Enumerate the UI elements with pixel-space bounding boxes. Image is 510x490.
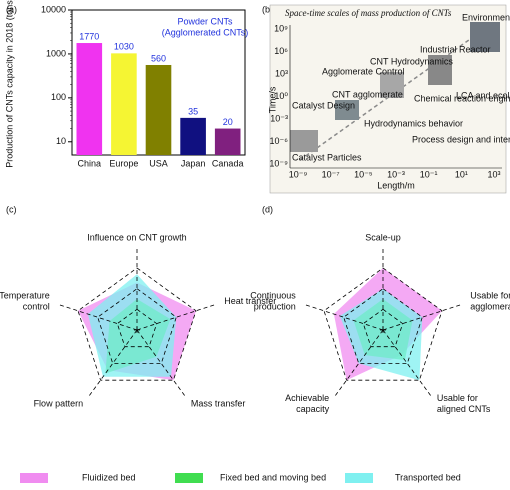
bar: [111, 53, 137, 155]
value-label: 20: [223, 117, 233, 127]
y-tick-label: 10⁰: [274, 91, 288, 101]
axis-label: Flow pattern: [34, 399, 84, 409]
x-tick-label: 10⁻³: [387, 169, 405, 179]
bar: [180, 117, 206, 155]
grid-ring: [97, 288, 177, 364]
stage-label: Chemical reaction engineering: [414, 93, 510, 103]
stage-label: CNT agglomerate: [332, 89, 403, 99]
y-tick-label: 100: [51, 92, 66, 102]
image: [470, 22, 500, 52]
y-axis-label: Production of CNTs capacity in 2018 (ton…: [4, 0, 14, 168]
y-axis-label: Time/s: [267, 86, 277, 113]
y-tick-label: 10³: [275, 68, 288, 78]
stage-label: Catalyst Design: [292, 100, 355, 110]
stage-label: Agglomerate Control: [322, 66, 405, 76]
panel-label: (b): [262, 4, 273, 14]
stage-label: Catalyst Particles: [292, 152, 362, 162]
axis-label: Influence on CNT growth: [87, 233, 186, 243]
legend-swatch: [175, 473, 203, 483]
axis-label: Heat transfer: [224, 296, 276, 306]
axis-label: control: [23, 302, 50, 312]
axis-label: Mass transfer: [191, 399, 246, 409]
annotation: (Agglomerated CNTs): [162, 27, 249, 37]
axis-label: production: [254, 302, 296, 312]
diagram-title: Space-time scales of mass production of …: [285, 8, 452, 18]
x-tick-label: Europe: [109, 158, 138, 168]
x-tick-label: USA: [149, 158, 168, 168]
image: [380, 72, 404, 98]
stage-label: Industrial Reactor: [420, 44, 491, 54]
radar-area: [87, 274, 177, 377]
x-tick-label: Canada: [212, 158, 244, 168]
x-tick-label: 10⁻⁹: [289, 169, 308, 179]
stage-label: Process design and intensification: [412, 134, 510, 144]
y-tick-label: 10000: [41, 4, 66, 14]
x-tick-label: 10⁻¹: [420, 169, 438, 179]
stage-label: LCA and ecological consideration: [456, 90, 510, 100]
legend-label: Transported bed: [395, 472, 461, 482]
axis-label: agglomerated CNTs: [470, 302, 510, 312]
trend-arrow: [299, 24, 491, 161]
x-tick-label: China: [78, 158, 102, 168]
bar: [145, 64, 172, 155]
center-mark: [380, 327, 386, 333]
x-tick-label: 10¹: [455, 169, 468, 179]
y-tick-label: 10⁻⁶: [270, 136, 289, 146]
axis-label: Usable for: [437, 393, 478, 403]
axis-label: Temperature: [0, 291, 50, 301]
axis-label: capacity: [296, 404, 330, 414]
axis-label: Continuous: [250, 291, 296, 301]
axis-label: Achievable: [285, 393, 329, 403]
y-tick-label: 10⁶: [274, 46, 288, 56]
x-tick-label: 10⁻⁷: [322, 169, 340, 179]
grid-ring: [116, 308, 158, 348]
value-label: 1770: [79, 31, 99, 41]
x-tick-label: 10⁻⁵: [354, 169, 373, 179]
center-mark: [134, 327, 140, 333]
panel-b-background: [269, 4, 507, 194]
image: [335, 100, 359, 120]
axis-label: Usable for: [470, 291, 510, 301]
stage-label: Hydrodynamics behavior: [364, 118, 463, 128]
value-label: 560: [151, 53, 166, 63]
image: [428, 55, 452, 85]
bar: [214, 128, 241, 155]
value-label: 35: [188, 106, 198, 116]
panel-label: (c): [6, 204, 17, 214]
image: [290, 130, 318, 152]
y-tick-label: 10⁻³: [270, 113, 288, 123]
x-tick-label: Japan: [181, 158, 206, 168]
y-tick-label: 1000: [46, 48, 66, 58]
axis-label: Scale-up: [365, 233, 401, 243]
annotation: Powder CNTs: [177, 16, 233, 26]
grid-ring: [343, 288, 423, 364]
grid-ring: [323, 267, 443, 381]
grid-ring: [362, 308, 404, 348]
y-tick-label: 10: [56, 136, 66, 146]
x-tick-label: 10³: [487, 169, 500, 179]
value-label: 1030: [114, 42, 134, 52]
x-axis-label: Length/m: [377, 180, 415, 190]
stage-label: Environment & Society: [462, 12, 510, 22]
radar-area: [339, 288, 423, 381]
y-tick-label: 10⁹: [274, 23, 288, 33]
grid-ring: [77, 267, 197, 381]
axis-label: aligned CNTs: [437, 404, 491, 414]
bar: [76, 43, 103, 155]
y-tick-label: 10⁻⁹: [269, 158, 288, 168]
stage-label: CNT Hydrodynamics: [370, 56, 453, 66]
panel-label: (d): [262, 204, 273, 214]
legend-label: Fixed bed and moving bed: [220, 472, 326, 482]
legend-swatch: [20, 473, 48, 483]
legend-swatch: [345, 473, 373, 483]
panel-label: (a): [6, 4, 17, 14]
legend-label: Fluidized bed: [82, 472, 136, 482]
